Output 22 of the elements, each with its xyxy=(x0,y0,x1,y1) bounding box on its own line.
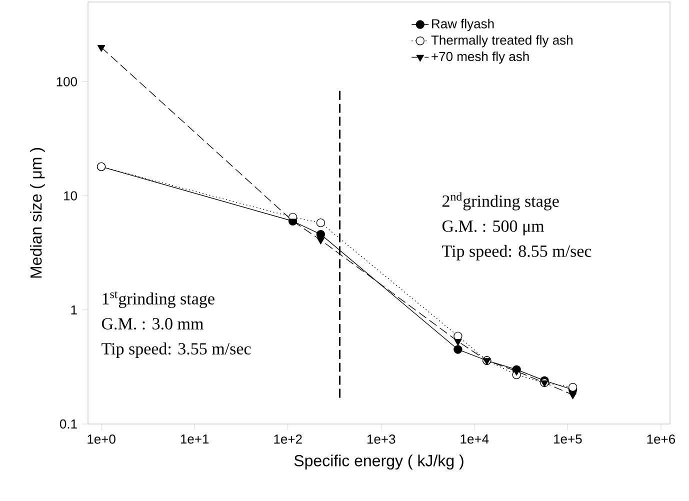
legend-label: +70 mesh fly ash xyxy=(432,52,529,64)
y-axis-title: Median size ( μm ) xyxy=(30,148,45,278)
x-tick-label: 1e+5 xyxy=(554,434,582,444)
annotation: Tip speed: 3.55 m/sec xyxy=(102,342,251,358)
x-tick-label: 1e+0 xyxy=(88,434,116,444)
x-tick-label: 1e+3 xyxy=(367,434,396,444)
annotation: 2$^{nd}$grinding stage xyxy=(442,192,559,210)
annotation: 1$^{st}$grinding stage xyxy=(102,291,214,308)
y-tick-label: 0.1 xyxy=(60,419,77,429)
x-axis-title: Specific energy ( kJ/kg ) xyxy=(294,454,464,470)
annotation: G.M. : 3.0 mm xyxy=(102,318,204,330)
x-tick-label: 1e+2 xyxy=(274,434,302,444)
y-tick-label: 100 xyxy=(56,77,78,86)
x-tick-label: 1e+4 xyxy=(460,434,489,444)
y-tick-label: 1 xyxy=(71,305,77,314)
annotation: Tip speed: 8.55 m/sec xyxy=(442,244,592,260)
legend-label: Thermally treated fly ash xyxy=(431,35,572,48)
x-tick-label: 1e+6 xyxy=(647,434,676,444)
legend-label: Raw flyash xyxy=(432,18,494,31)
annotation: G.M. : 500 μm xyxy=(442,220,544,236)
x-tick-label: 1e+1 xyxy=(180,434,209,444)
y-tick-label: 10 xyxy=(64,191,78,200)
